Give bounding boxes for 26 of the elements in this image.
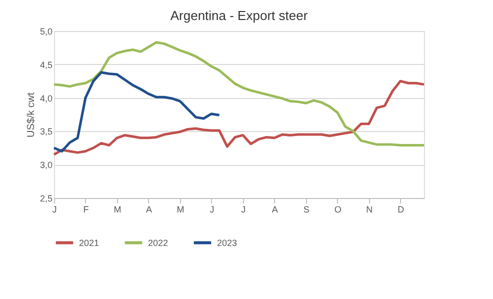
line-series bbox=[52, 71, 221, 152]
y-tick-label: 5,0 bbox=[40, 26, 52, 36]
x-tick-label: J bbox=[210, 204, 214, 214]
x-tick-label: M bbox=[176, 204, 184, 214]
legend-label: 2021 bbox=[79, 238, 100, 248]
y-tick-label: 4,0 bbox=[40, 93, 52, 104]
x-tick-label: D bbox=[398, 204, 405, 214]
x-tick-label: A bbox=[272, 204, 278, 214]
x-tick-label: J bbox=[241, 204, 246, 214]
legend-label: 2022 bbox=[148, 238, 168, 248]
x-tick-label: F bbox=[83, 204, 90, 214]
x-tick-label: N bbox=[366, 204, 373, 214]
y-tick-label: 2,5 bbox=[40, 194, 52, 204]
chart-title: Argentina - Export steer bbox=[170, 8, 308, 23]
x-tick-label: M bbox=[114, 204, 122, 214]
legend-label: 2023 bbox=[217, 238, 238, 248]
x-tick-label: J bbox=[52, 204, 57, 214]
y-axis-title: US$/k cwt bbox=[26, 92, 37, 138]
x-tick-label: A bbox=[146, 204, 152, 214]
x-tick-label: S bbox=[303, 204, 310, 214]
line-series bbox=[52, 80, 426, 156]
y-tick-label: 4,5 bbox=[40, 60, 52, 70]
y-tick-label: 3,5 bbox=[40, 126, 52, 137]
line-series bbox=[52, 41, 426, 146]
y-tick-label: 3,0 bbox=[40, 160, 52, 170]
x-tick-label: O bbox=[334, 204, 342, 214]
